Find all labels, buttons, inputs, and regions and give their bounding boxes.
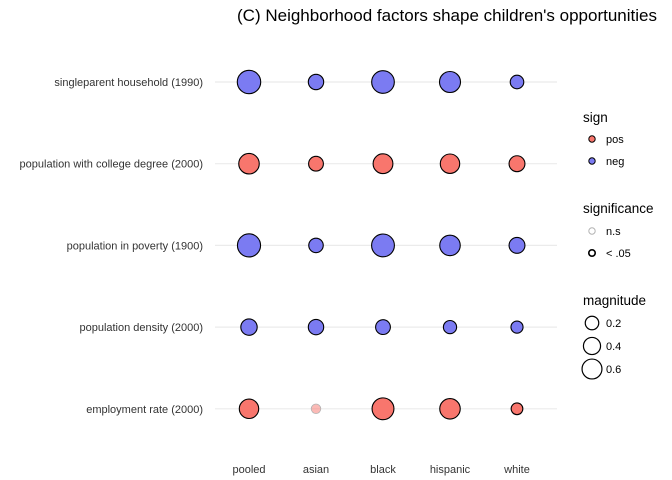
- y-tick-labels: singleparent household (1990) population …: [20, 77, 203, 416]
- chart-title: (C) Neighborhood factors shape children'…: [237, 6, 657, 25]
- legend-significance-sig-key: [587, 249, 596, 258]
- legend-magnitude-label-0.4: 0.4: [606, 341, 621, 353]
- legend-magnitude-key-0.6: [581, 358, 603, 380]
- point-population-in-poverty-1900-hispanic: [439, 234, 461, 257]
- point-population-in-poverty-1900-black: [371, 233, 395, 258]
- point-employment-rate-2000-hispanic: [439, 397, 461, 420]
- point-population-density-2000-hispanic: [442, 319, 458, 335]
- legend-sign: sign pos neg: [583, 110, 624, 168]
- legend-significance: significance n.s < .05: [583, 201, 654, 260]
- point-population-in-poverty-1900-asian: [308, 237, 324, 254]
- point-population-density-2000-white: [510, 320, 524, 334]
- legend-magnitude-label-0.6: 0.6: [606, 364, 621, 376]
- point-population-with-college-degree-2000-hispanic: [439, 153, 461, 174]
- y-tick-label-population-with-college-degree-2000: population with college degree (2000): [20, 159, 203, 171]
- point-singleparent-household-1990-hispanic: [438, 70, 462, 94]
- point-population-with-college-degree-2000-black: [372, 153, 394, 175]
- point-singleparent-household-1990-asian: [307, 73, 325, 91]
- point-population-in-poverty-1900-white: [508, 236, 526, 254]
- point-employment-rate-2000-asian: [310, 403, 322, 414]
- point-singleparent-household-1990-pooled: [236, 69, 262, 95]
- legend-magnitude-key-0.4: [582, 336, 602, 356]
- point-population-with-college-degree-2000-white: [508, 155, 526, 173]
- legend-significance-ns-label: n.s: [606, 226, 621, 238]
- legend-significance-ns-key: [588, 227, 596, 235]
- point-population-density-2000-asian: [307, 318, 325, 336]
- y-tick-label-singleparent-household-1990: singleparent household (1990): [54, 77, 203, 89]
- legend: sign pos neg significance n.s < .05 magn…: [581, 110, 654, 380]
- legend-magnitude-label-0.2: 0.2: [606, 318, 621, 330]
- legend-sign-pos-label: pos: [606, 134, 624, 146]
- point-population-in-poverty-1900-pooled: [236, 233, 262, 258]
- point-employment-rate-2000-pooled: [238, 398, 260, 420]
- legend-significance-sig-label: < .05: [606, 248, 631, 260]
- x-tick-label-pooled: pooled: [232, 464, 265, 476]
- y-tick-label-population-in-poverty-1900: population in poverty (1900): [67, 240, 203, 252]
- point-population-with-college-degree-2000-pooled: [238, 152, 260, 175]
- x-tick-label-hispanic: hispanic: [430, 464, 471, 476]
- data-points: [236, 69, 526, 421]
- legend-sign-neg-key: [588, 157, 596, 165]
- legend-magnitude-key-0.2: [584, 315, 600, 331]
- point-employment-rate-2000-black: [371, 397, 395, 421]
- legend-significance-title: significance: [583, 201, 654, 216]
- point-singleparent-household-1990-white: [509, 74, 525, 90]
- legend-sign-title: sign: [583, 110, 608, 125]
- legend-sign-neg-label: neg: [606, 156, 624, 168]
- legend-sign-pos-key: [588, 135, 596, 143]
- y-tick-label-population-density-2000: population density (2000): [79, 322, 203, 334]
- legend-magnitude-title: magnitude: [583, 293, 646, 308]
- x-tick-label-asian: asian: [303, 464, 329, 476]
- x-tick-label-black: black: [370, 464, 396, 476]
- point-population-with-college-degree-2000-asian: [308, 155, 324, 172]
- point-population-density-2000-pooled: [240, 318, 258, 336]
- point-employment-rate-2000-white: [510, 402, 524, 416]
- legend-magnitude: magnitude 0.2 0.4 0.6: [581, 293, 646, 380]
- x-tick-label-white: white: [503, 464, 530, 476]
- point-singleparent-household-1990-black: [371, 70, 395, 94]
- point-population-density-2000-black: [375, 319, 391, 336]
- y-tick-label-employment-rate-2000: employment rate (2000): [86, 404, 203, 416]
- x-tick-labels: pooled asian black hispanic white: [232, 464, 529, 476]
